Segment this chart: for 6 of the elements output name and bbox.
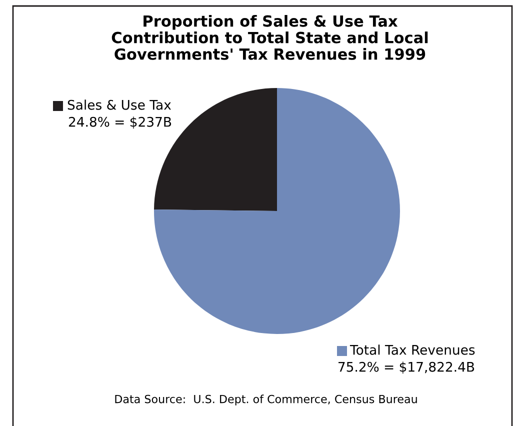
legend-label: Total Tax Revenues [350,344,475,355]
data-label: 75.2% = $17,822.4B [338,362,474,374]
legend-label: Sales & Use Tax [68,100,171,110]
source-note: Data Source: U.S. Dept. of Commerce, Census Bureau [115,394,417,406]
data-label: 24.8% = $237B [68,116,172,129]
chart-title: Proportion of Sales & Use Tax Contribution to Total State and Local Governments' Tax Revenues in 1999 [112,15,428,60]
